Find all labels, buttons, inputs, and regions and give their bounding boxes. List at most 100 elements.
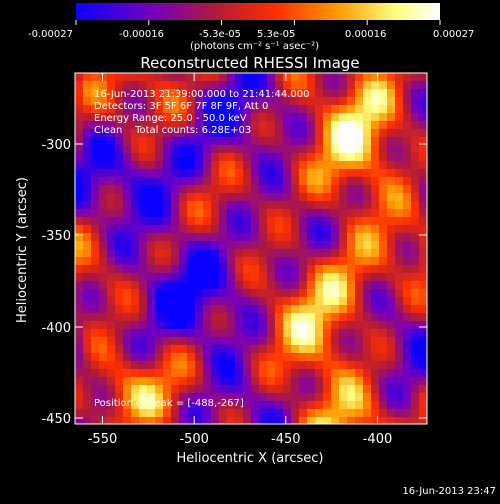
heatmap-cell (259, 385, 268, 394)
heatmap-cell (203, 233, 212, 242)
heatmap-cell (419, 297, 427, 306)
heatmap-cell (339, 337, 348, 346)
heatmap-cell (323, 185, 332, 194)
heatmap-cell (195, 121, 204, 130)
heatmap-cell (235, 89, 244, 98)
heatmap-cell (107, 249, 116, 258)
heatmap-cell (347, 145, 356, 154)
heatmap-cell (259, 97, 268, 106)
heatmap-cell (387, 361, 396, 370)
heatmap-cell (219, 177, 228, 186)
heatmap-cell (123, 113, 132, 122)
heatmap-cell (99, 345, 108, 354)
heatmap-cell (419, 401, 427, 410)
heatmap-cell (83, 313, 92, 322)
heatmap-cell (235, 345, 244, 354)
heatmap-cell (267, 289, 276, 298)
heatmap-cell (387, 393, 396, 402)
heatmap-cell (411, 353, 420, 362)
heatmap-cell (411, 121, 420, 130)
heatmap-cell (251, 401, 260, 410)
heatmap-cell (387, 417, 396, 424)
heatmap-cell (131, 369, 140, 378)
heatmap-cell (107, 257, 116, 266)
heatmap-cell (283, 121, 292, 130)
heatmap-cell (323, 153, 332, 162)
heatmap-cell (283, 289, 292, 298)
heatmap-cell (251, 137, 260, 146)
heatmap-cell (379, 401, 388, 410)
heatmap-cell (299, 161, 308, 170)
heatmap-cell (203, 209, 212, 218)
heatmap-cell (187, 289, 196, 298)
heatmap-cell (331, 177, 340, 186)
heatmap-cell (91, 417, 100, 424)
heatmap-cell (275, 361, 284, 370)
heatmap-cell (179, 289, 188, 298)
heatmap-cell (123, 345, 132, 354)
heatmap-cell (419, 313, 427, 322)
heatmap-cell (395, 305, 404, 314)
heatmap-cell (99, 257, 108, 266)
heatmap-cell (115, 161, 124, 170)
heatmap-cell (203, 257, 212, 266)
heatmap-cell (331, 313, 340, 322)
heatmap-cell (99, 225, 108, 234)
heatmap-cell (235, 417, 244, 424)
heatmap-cell (395, 297, 404, 306)
heatmap-cell (163, 145, 172, 154)
heatmap-cell (91, 105, 100, 114)
heatmap-cell (291, 377, 300, 386)
heatmap-cell (363, 201, 372, 210)
heatmap-cell (419, 89, 427, 98)
heatmap-cell (355, 225, 364, 234)
heatmap-cell (139, 417, 148, 424)
heatmap-cell (275, 257, 284, 266)
heatmap-cell (299, 385, 308, 394)
heatmap-cell (387, 385, 396, 394)
heatmap-cell (243, 105, 252, 114)
heatmap-cell (347, 137, 356, 146)
heatmap-cell (363, 393, 372, 402)
heatmap-cell (347, 313, 356, 322)
heatmap-cell (235, 329, 244, 338)
heatmap-cell (291, 353, 300, 362)
heatmap-cell (211, 161, 220, 170)
heatmap-cell (115, 321, 124, 330)
heatmap-cell (131, 281, 140, 290)
heatmap-cell (307, 409, 316, 418)
heatmap-cell (147, 265, 156, 274)
heatmap-cell (147, 217, 156, 226)
heatmap-cell (83, 153, 92, 162)
heatmap-cell (259, 153, 268, 162)
heatmap-cell (235, 313, 244, 322)
heatmap-cell (139, 257, 148, 266)
heatmap-cell (355, 273, 364, 282)
heatmap-cell (355, 321, 364, 330)
heatmap-cell (363, 113, 372, 122)
heatmap-cell (379, 385, 388, 394)
heatmap-cell (259, 353, 268, 362)
heatmap-cell (163, 409, 172, 418)
heatmap-cell (203, 145, 212, 154)
heatmap-cell (219, 169, 228, 178)
heatmap-cell (371, 145, 380, 154)
heatmap-cell (115, 177, 124, 186)
heatmap-cell (419, 145, 427, 154)
heatmap-cell (131, 345, 140, 354)
heatmap-cell (139, 289, 148, 298)
heatmap-cell (363, 193, 372, 202)
heatmap-cell (91, 265, 100, 274)
heatmap-cell (243, 345, 252, 354)
heatmap-cell (91, 193, 100, 202)
heatmap-cell (379, 89, 388, 98)
heatmap-cell (155, 81, 164, 90)
heatmap-cell (363, 289, 372, 298)
heatmap-cell (211, 169, 220, 178)
heatmap-cell (187, 257, 196, 266)
heatmap-cell (275, 233, 284, 242)
heatmap-cell (307, 89, 316, 98)
heatmap-cell (163, 161, 172, 170)
heatmap-cell (163, 401, 172, 410)
heatmap-cell (371, 305, 380, 314)
